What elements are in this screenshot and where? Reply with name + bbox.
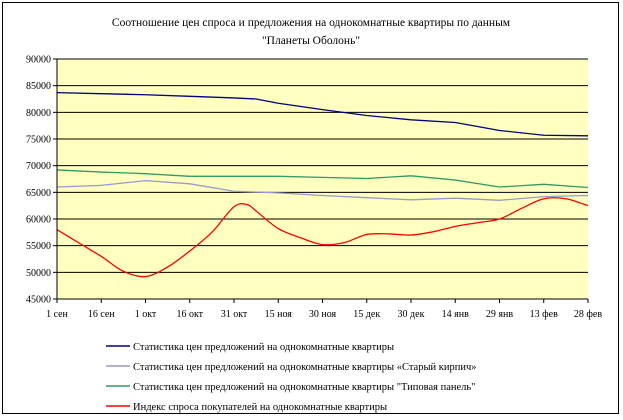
- x-tick-label: 29 янв: [486, 309, 513, 320]
- x-tick-label: 28 фев: [574, 309, 602, 320]
- y-tick-label: 70000: [26, 161, 51, 172]
- y-tick-label: 65000: [26, 188, 51, 199]
- chart-frame: Соотношение цен спроса и предложения на …: [2, 2, 619, 414]
- x-tick-label: 30 дек: [398, 309, 425, 320]
- legend-label-3: Статистика цен предложений на однокомнат…: [133, 382, 475, 393]
- y-tick-label: 45000: [26, 295, 51, 306]
- gridlines: [57, 58, 588, 273]
- x-tick-label: 1 окт: [135, 309, 157, 320]
- x-tick-label: 31 окт: [221, 309, 248, 320]
- legend: Статистика цен предложений на однокомнат…: [106, 342, 477, 413]
- legend-label-1: Статистика цен предложений на однокомнат…: [133, 342, 394, 353]
- x-tick-label: 1 сен: [46, 309, 68, 320]
- series-line-4: [56, 197, 589, 278]
- x-tick-label: 15 ноя: [265, 309, 293, 320]
- x-tick-label: 14 янв: [442, 309, 469, 320]
- plot-background: [57, 59, 588, 299]
- series-line-1: [56, 91, 589, 137]
- x-tick-label: 16 сен: [88, 309, 115, 320]
- y-tick-label: 50000: [26, 268, 51, 279]
- chart-title-line-2: "Планеты Оболонь": [262, 35, 360, 47]
- y-tick-label: 90000: [26, 55, 51, 66]
- series-line-3: [56, 169, 589, 189]
- x-tick-label: 30 ноя: [309, 309, 337, 320]
- x-tick-label: 13 фев: [530, 309, 558, 320]
- y-tick-label: 55000: [26, 241, 51, 252]
- y-tick-label: 80000: [26, 108, 51, 119]
- x-tick-label: 15 дек: [353, 309, 380, 320]
- x-axis-tick-labels: 1 сен 16 сен 1 окт 16 окт 31 окт 15 ноя 30 ноя…: [46, 309, 602, 320]
- y-tick-label: 60000: [26, 215, 51, 226]
- axes: [53, 58, 589, 303]
- legend-label-2: Статистика цен предложений на однокомнат…: [133, 362, 477, 373]
- y-tick-label: 85000: [26, 81, 51, 92]
- y-tick-label: 75000: [26, 135, 51, 146]
- chart-title-line-1: Соотношение цен спроса и предложения на …: [112, 17, 511, 29]
- series-lines: [56, 91, 589, 278]
- y-axis-tick-labels: 90000 85000 80000 75000 70000 65000 60000 55000…: [26, 55, 51, 306]
- x-tick-label: 16 окт: [176, 309, 203, 320]
- legend-label-4: Индекс спроса покупателей на однокомнатн…: [133, 402, 387, 413]
- series-line-2: [56, 179, 589, 201]
- plot-area: [57, 59, 588, 299]
- chart-svg: Соотношение цен спроса и предложения на …: [26, 17, 602, 413]
